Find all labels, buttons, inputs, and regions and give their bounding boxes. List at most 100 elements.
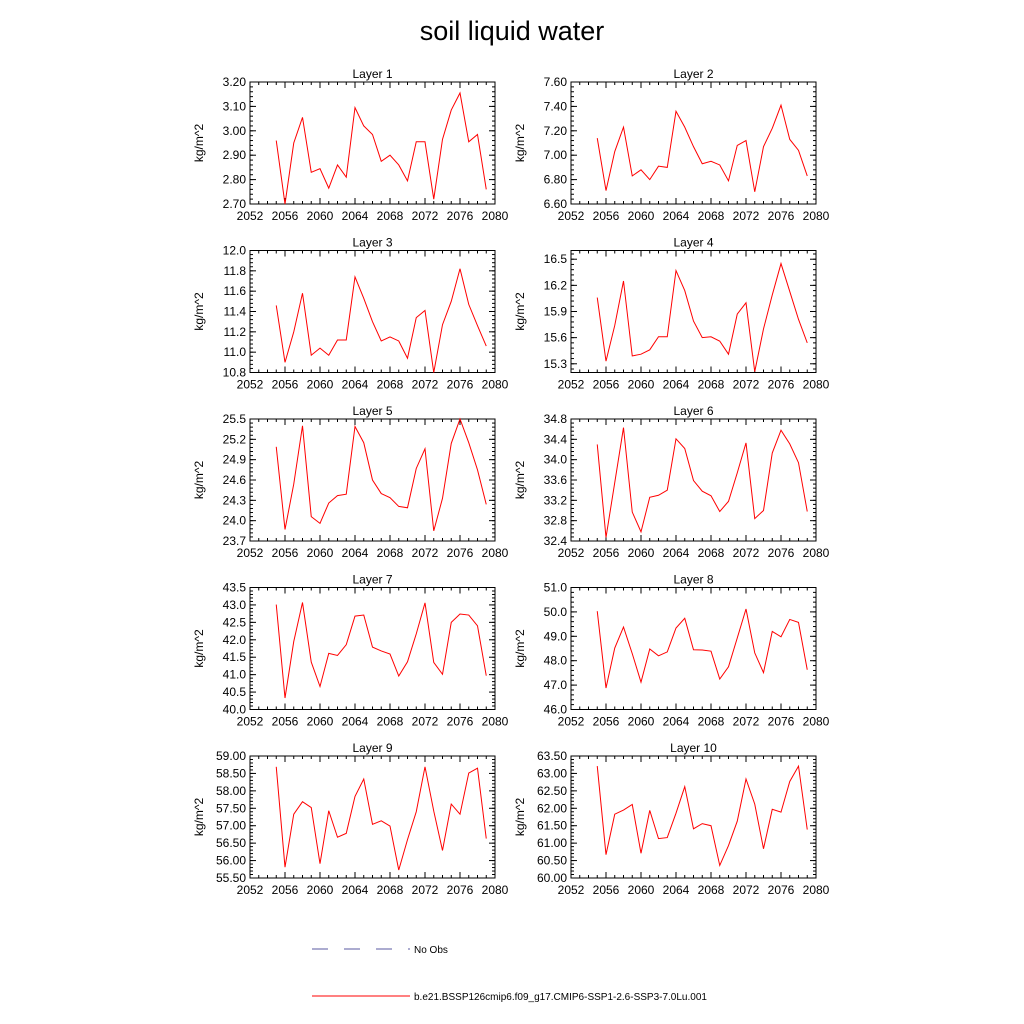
layer-3-x-tick-label: 2080 <box>482 378 509 392</box>
layer-3-y-tick-label: 11.6 <box>224 284 247 298</box>
layer-3-y-tick-label: 11.8 <box>224 264 247 278</box>
layer-1-x-tick-label: 2056 <box>272 209 299 223</box>
layer-7-x-tick-label: 2060 <box>307 715 334 729</box>
layer-5-y-tick-label: 25.2 <box>223 432 247 446</box>
layer-10-x-tick-label: 2072 <box>733 883 760 897</box>
layer-4-x-tick-label: 2056 <box>593 378 620 392</box>
layer-9-x-tick-label: 2064 <box>342 883 369 897</box>
legend-model-label: b.e21.BSSP126cmip6.f09_g17.CMIP6-SSP1-2.… <box>414 992 707 1003</box>
layer-3-x-tick-label: 2064 <box>342 378 369 392</box>
layer-5-x-tick-label: 2052 <box>237 546 264 560</box>
layer-2-x-tick-label: 2056 <box>593 209 620 223</box>
layer-5-x-tick-label: 2064 <box>342 546 369 560</box>
layer-2-y-tick-label: 7.60 <box>544 75 568 89</box>
layer-3-x-tick-label: 2072 <box>412 378 439 392</box>
layer-1-x-tick-label: 2068 <box>377 209 404 223</box>
layer-5-x-tick-label: 2072 <box>412 546 439 560</box>
layer-4-y-tick-label: 16.2 <box>544 278 568 292</box>
layer-7-x-tick-label: 2076 <box>447 715 474 729</box>
layer-1-y-axis-label: kg/m^2 <box>192 124 206 163</box>
layer-8-x-tick-label: 2056 <box>593 715 620 729</box>
layer-2-x-tick-label: 2052 <box>558 209 585 223</box>
layer-5-y-tick-label: 24.9 <box>223 453 247 467</box>
layer-5-x-tick-label: 2080 <box>482 546 509 560</box>
layer-4-x-tick-label: 2072 <box>733 378 760 392</box>
layer-8-x-tick-label: 2060 <box>628 715 655 729</box>
layer-3-y-tick-label: 11.4 <box>224 305 247 319</box>
layer-3-title: Layer 3 <box>352 236 392 250</box>
layer-10-x-tick-label: 2068 <box>698 883 725 897</box>
layer-10-y-tick-label: 61.00 <box>537 836 567 850</box>
layer-2-x-tick-label: 2064 <box>663 209 690 223</box>
layer-10-series-line <box>596 764 808 868</box>
layer-7-x-tick-label: 2080 <box>482 715 509 729</box>
layer-3-y-tick-label: 11.0 <box>224 345 247 359</box>
layer-2-panel: Layer 2 kg/m^2 2052 2056 2060 2064 2068 2072 207… <box>513 67 830 223</box>
layer-9-x-tick-label: 2056 <box>272 883 299 897</box>
layer-2-y-axis-label: kg/m^2 <box>513 124 527 163</box>
layer-5-y-tick-label: 23.7 <box>223 534 247 548</box>
layer-4-x-tick-label: 2060 <box>628 378 655 392</box>
layer-5-x-tick-label: 2056 <box>272 546 299 560</box>
layer-8-x-tick-label: 2052 <box>558 715 585 729</box>
layer-4-y-tick-label: 16.5 <box>544 252 568 266</box>
layer-8-y-tick-label: 46.0 <box>544 703 568 717</box>
layer-7-y-tick-label: 43.5 <box>223 581 247 595</box>
legend: No Obs b.e21.BSSP126cmip6.f09_g17.CMIP6-… <box>312 945 707 1003</box>
layer-3-series-line <box>275 268 487 373</box>
layer-2-frame <box>570 81 817 205</box>
layer-10-y-tick-label: 62.00 <box>537 801 567 815</box>
layer-9-x-tick-label: 2052 <box>237 883 264 897</box>
layer-1-x-tick-label: 2060 <box>307 209 334 223</box>
layer-7-y-tick-label: 40.0 <box>223 703 247 717</box>
layer-1-x-tick-label: 2080 <box>482 209 509 223</box>
layer-6-y-tick-label: 33.2 <box>544 493 568 507</box>
layer-10-x-tick-label: 2056 <box>593 883 620 897</box>
layer-6-x-tick-label: 2080 <box>803 546 830 560</box>
layer-1-x-tick-label: 2076 <box>447 209 474 223</box>
layer-6-y-tick-label: 34.8 <box>544 412 568 426</box>
layer-7-y-tick-label: 41.5 <box>223 650 247 664</box>
layer-3-y-axis-label: kg/m^2 <box>192 292 206 331</box>
layer-5-y-tick-label: 24.0 <box>223 514 247 528</box>
layer-9-x-tick-label: 2060 <box>307 883 334 897</box>
layer-7-series-line <box>275 602 487 699</box>
layer-9-y-tick-label: 57.50 <box>216 801 246 815</box>
layer-10-x-tick-label: 2076 <box>768 883 795 897</box>
layer-8-y-tick-label: 48.0 <box>544 654 568 668</box>
layer-10-y-tick-label: 62.50 <box>537 784 567 798</box>
layer-6-x-tick-label: 2068 <box>698 546 725 560</box>
layer-9-y-tick-label: 58.50 <box>216 766 246 780</box>
chart-panels: Layer 1 kg/m^2 2052 2056 2060 2064 2068 2072 207… <box>192 67 830 897</box>
layer-1-y-tick-label: 3.00 <box>223 124 247 138</box>
layer-10-frame <box>570 755 817 879</box>
layer-7-y-tick-label: 40.5 <box>223 685 247 699</box>
layer-8-series-line <box>596 608 808 689</box>
layer-4-y-tick-label: 15.9 <box>544 305 568 319</box>
layer-5-panel: Layer 5 kg/m^2 2052 2056 2060 2064 2068 2072 207… <box>192 404 509 560</box>
layer-6-y-tick-label: 32.8 <box>544 514 568 528</box>
layer-4-y-axis-label: kg/m^2 <box>513 292 527 331</box>
layer-1-panel: Layer 1 kg/m^2 2052 2056 2060 2064 2068 2072 207… <box>192 67 509 223</box>
layer-7-y-tick-label: 41.0 <box>223 668 247 682</box>
layer-4-y-tick-label: 15.3 <box>544 357 568 371</box>
layer-2-title: Layer 2 <box>673 67 713 81</box>
layer-7-x-tick-label: 2072 <box>412 715 439 729</box>
layer-8-y-tick-label: 47.0 <box>544 678 568 692</box>
layer-6-y-axis-label: kg/m^2 <box>513 461 527 500</box>
layer-9-frame <box>249 755 496 879</box>
layer-2-y-tick-label: 6.80 <box>544 173 568 187</box>
layer-4-series-line <box>596 261 808 372</box>
layer-8-x-tick-label: 2068 <box>698 715 725 729</box>
layer-6-y-tick-label: 34.0 <box>544 453 568 467</box>
layer-3-y-tick-label: 11.2 <box>224 325 247 339</box>
layer-10-y-tick-label: 60.00 <box>537 871 567 885</box>
layer-4-y-tick-label: 15.6 <box>544 331 568 345</box>
layer-1-y-tick-label: 2.90 <box>223 148 247 162</box>
layer-1-x-tick-label: 2064 <box>342 209 369 223</box>
layer-4-x-tick-label: 2068 <box>698 378 725 392</box>
layer-9-y-tick-label: 55.50 <box>216 871 246 885</box>
layer-8-x-tick-label: 2080 <box>803 715 830 729</box>
layer-1-y-tick-label: 3.10 <box>223 99 247 113</box>
